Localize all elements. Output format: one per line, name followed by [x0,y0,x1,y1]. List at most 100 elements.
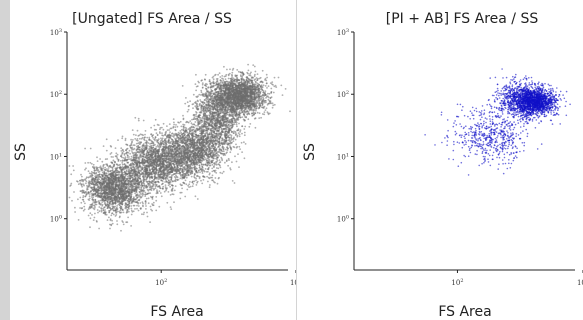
y-tick-label: 102 [50,90,62,99]
data-point [264,85,267,87]
data-point [234,138,237,141]
data-point [262,91,265,94]
data-point [223,75,226,78]
data-point [127,210,130,213]
data-point [77,198,79,201]
tick-exponent: 2 [59,90,62,96]
data-point [102,209,105,212]
data-point [153,128,156,131]
data-point [230,136,233,138]
data-point [258,117,261,119]
data-point [132,133,135,136]
data-point [224,154,227,156]
data-point [231,69,234,71]
data-point [164,181,167,183]
data-point [104,209,106,211]
data-point [200,121,203,124]
data-point [198,164,201,167]
data-point [249,82,252,85]
data-point [249,72,252,75]
data-point [164,184,167,187]
data-point [260,80,263,83]
data-point [196,104,198,107]
data-point [82,200,85,203]
data-point [81,183,83,186]
data-point [222,148,225,151]
data-point [144,203,147,205]
data-point [148,184,150,187]
data-point [193,135,196,138]
data-point [195,111,198,114]
data-point [89,212,92,215]
data-point [208,95,210,97]
data-point [128,156,130,158]
data-point [181,85,184,87]
data-point [207,180,209,183]
data-point [164,142,167,145]
data-point [244,125,247,128]
data-point [211,163,214,166]
data-point [156,189,158,192]
y-tick-label: 103 [50,28,62,37]
data-point [173,133,175,136]
data-point [139,184,142,187]
data-point [137,119,140,122]
data-point [175,137,178,140]
data-point [215,148,218,150]
data-point [170,208,173,211]
data-point [104,201,106,204]
data-point [238,122,240,125]
data-point [221,150,224,153]
data-point [129,152,131,155]
data-point [123,171,126,173]
data-point [137,135,140,137]
data-point [188,183,191,186]
data-point [272,91,275,94]
data-point [110,156,113,158]
data-point [223,65,225,68]
data-point [198,169,200,172]
data-point [174,129,177,132]
data-point [119,209,122,212]
data-point [106,163,108,166]
data-point [193,176,196,178]
data-point [154,139,156,142]
data-point [81,189,84,192]
data-point [229,68,231,71]
data-point [148,177,151,180]
data-point [203,169,205,172]
data-point [195,177,198,180]
data-point [91,202,94,205]
data-point [106,219,109,222]
y-axis-label: SS [13,143,29,161]
data-point [157,171,160,174]
data-point [155,128,158,131]
data-point [264,109,267,111]
data-point [135,134,137,137]
data-point [106,158,109,160]
scatter-plot-ungated: [Ungated] FS Area / SS SS FS Area 100101… [13,11,296,320]
data-point [195,115,198,118]
data-point [193,116,196,119]
data-point [142,213,145,216]
data-point [148,192,150,195]
data-point [84,162,87,164]
data-point [182,125,185,128]
data-point [208,79,211,81]
x-axis-label: FS Area [150,304,203,320]
data-point [174,179,176,182]
data-point [221,172,224,175]
tick-exponent: 0 [59,215,62,221]
data-point [184,102,187,105]
data-point [131,129,134,132]
data-point [74,211,76,213]
data-point [149,205,152,208]
data-point [212,75,215,78]
data-point [111,212,114,215]
data-point [124,137,127,140]
data-point [203,95,206,98]
data-point [139,133,142,136]
data-point [200,179,202,182]
data-point [146,211,148,214]
tick-base: 10 [50,216,59,224]
